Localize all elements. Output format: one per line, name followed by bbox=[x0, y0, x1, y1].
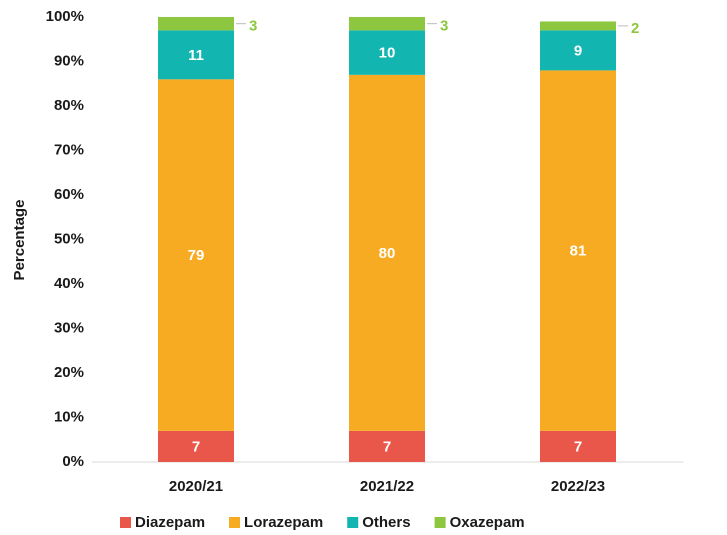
data-label: 10 bbox=[379, 45, 396, 62]
y-tick-label: 80% bbox=[54, 97, 84, 114]
data-label: 9 bbox=[574, 42, 582, 59]
data-label: 7 bbox=[574, 438, 582, 455]
data-label: 3 bbox=[249, 18, 257, 35]
y-tick-label: 40% bbox=[54, 275, 84, 292]
bar-segment bbox=[349, 17, 425, 31]
data-label: 7 bbox=[192, 438, 200, 455]
x-tick-label: 2021/22 bbox=[360, 478, 414, 495]
bar-segment bbox=[158, 17, 234, 31]
x-tick-label: 2020/21 bbox=[169, 478, 223, 495]
legend-swatch bbox=[229, 517, 241, 528]
x-tick-label: 2022/23 bbox=[551, 478, 605, 495]
y-tick-label: 50% bbox=[54, 230, 84, 247]
y-tick-label: 70% bbox=[54, 141, 84, 158]
legend-label: Others bbox=[362, 514, 410, 531]
data-label: 80 bbox=[379, 245, 396, 262]
y-axis-label: Percentage bbox=[11, 200, 28, 281]
y-tick-label: 90% bbox=[54, 52, 84, 69]
y-tick-label: 60% bbox=[54, 186, 84, 203]
bar-segment bbox=[158, 79, 234, 431]
legend-label: Diazepam bbox=[135, 514, 205, 531]
bar-segment bbox=[540, 21, 616, 31]
bar-segment bbox=[540, 430, 616, 462]
y-tick-label: 20% bbox=[54, 364, 84, 381]
legend-label: Oxazepam bbox=[450, 514, 525, 531]
bar-segment bbox=[158, 430, 234, 462]
data-label: 3 bbox=[440, 18, 448, 35]
legend-swatch bbox=[347, 517, 359, 528]
y-tick-label: 30% bbox=[54, 319, 84, 336]
data-label: 7 bbox=[383, 438, 391, 455]
bar-segment bbox=[349, 430, 425, 462]
legend-label: Lorazepam bbox=[244, 514, 323, 531]
y-tick-label: 10% bbox=[54, 408, 84, 425]
bar-segment bbox=[540, 30, 616, 71]
data-label: 79 bbox=[188, 247, 205, 264]
legend-swatch bbox=[434, 517, 446, 528]
data-label: 81 bbox=[570, 243, 587, 260]
bar-segment bbox=[158, 30, 234, 80]
legend-swatch bbox=[120, 517, 131, 528]
y-tick-label: 100% bbox=[46, 8, 84, 25]
bar-segment bbox=[349, 30, 425, 75]
data-label: 2 bbox=[631, 20, 639, 37]
y-tick-label: 0% bbox=[62, 453, 84, 470]
bar-segment bbox=[540, 70, 616, 431]
data-label: 11 bbox=[188, 47, 204, 64]
bar-segment bbox=[349, 74, 425, 431]
